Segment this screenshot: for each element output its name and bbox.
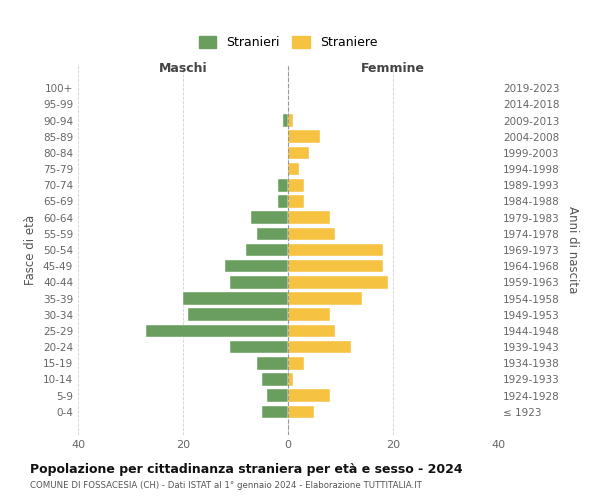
Bar <box>246 244 288 256</box>
Bar <box>230 276 288 288</box>
Bar <box>262 406 288 418</box>
Bar <box>288 179 304 192</box>
Bar <box>288 130 320 143</box>
Bar <box>288 308 330 321</box>
Legend: Stranieri, Straniere: Stranieri, Straniere <box>194 30 382 54</box>
Bar <box>288 357 304 370</box>
Bar <box>267 390 288 402</box>
Bar <box>288 260 383 272</box>
Text: Maschi: Maschi <box>158 62 208 75</box>
Bar <box>188 308 288 321</box>
Bar <box>288 228 335 240</box>
Bar <box>225 260 288 272</box>
Bar <box>251 212 288 224</box>
Bar <box>288 212 330 224</box>
Y-axis label: Anni di nascita: Anni di nascita <box>566 206 579 294</box>
Bar <box>257 357 288 370</box>
Bar <box>288 244 383 256</box>
Bar <box>288 324 335 337</box>
Bar <box>288 146 309 159</box>
Bar <box>288 406 314 418</box>
Bar <box>230 341 288 353</box>
Bar <box>283 114 288 127</box>
Bar <box>288 276 388 288</box>
Bar <box>262 373 288 386</box>
Bar <box>288 163 299 175</box>
Bar <box>288 292 361 305</box>
Text: COMUNE DI FOSSACESIA (CH) - Dati ISTAT al 1° gennaio 2024 - Elaborazione TUTTITA: COMUNE DI FOSSACESIA (CH) - Dati ISTAT a… <box>30 481 422 490</box>
Bar <box>277 179 288 192</box>
Bar <box>288 373 293 386</box>
Bar <box>288 390 330 402</box>
Bar <box>183 292 288 305</box>
Bar <box>288 195 304 208</box>
Y-axis label: Fasce di età: Fasce di età <box>25 215 37 285</box>
Bar <box>257 228 288 240</box>
Bar <box>277 195 288 208</box>
Text: Femmine: Femmine <box>361 62 425 75</box>
Bar <box>146 324 288 337</box>
Bar <box>288 114 293 127</box>
Text: Popolazione per cittadinanza straniera per età e sesso - 2024: Popolazione per cittadinanza straniera p… <box>30 462 463 475</box>
Bar <box>288 341 351 353</box>
